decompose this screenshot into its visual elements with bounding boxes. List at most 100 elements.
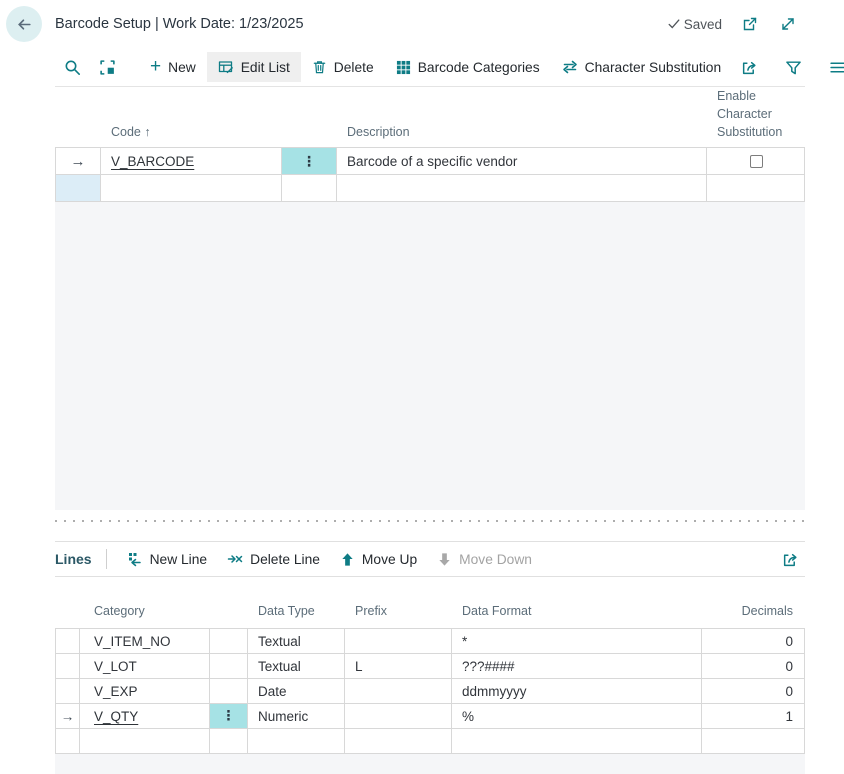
active-row-indicator[interactable]: →: [56, 704, 80, 728]
analyze-button[interactable]: [97, 57, 118, 78]
delete-line-button[interactable]: Delete Line: [217, 544, 330, 574]
barcode-categories-label: Barcode Categories: [417, 59, 540, 75]
description-cell[interactable]: Barcode of a specific vendor: [337, 148, 707, 174]
save-status-label: Saved: [683, 16, 722, 32]
new-line-icon: [127, 551, 143, 567]
move-down-icon: [437, 552, 452, 567]
edit-list-button[interactable]: Edit List: [206, 52, 301, 82]
data-format-cell-empty[interactable]: [452, 729, 702, 753]
row-selector[interactable]: [56, 629, 80, 653]
row-options-button[interactable]: ⋮: [210, 704, 248, 728]
decimals-cell[interactable]: 0: [785, 658, 793, 674]
data-type-cell-empty[interactable]: [248, 729, 345, 753]
search-button[interactable]: [62, 57, 83, 78]
enable-character-substitution-column-header[interactable]: Enable Character Substitution: [717, 89, 783, 140]
active-row-indicator[interactable]: →: [56, 148, 101, 174]
barcode-setup-list: Code ↑ Description Enable Character Subs…: [55, 87, 805, 510]
open-in-new-window-button[interactable]: [740, 14, 760, 34]
move-down-button[interactable]: Move Down: [427, 544, 542, 574]
choose-columns-button[interactable]: [827, 57, 844, 78]
description-cell-empty[interactable]: [337, 175, 707, 201]
prefix-column-header[interactable]: Prefix: [355, 603, 387, 618]
lines-share-button[interactable]: [780, 549, 801, 570]
data-format-cell[interactable]: ddmmyyyy: [452, 679, 702, 703]
decimals-cell[interactable]: 0: [785, 633, 793, 649]
sort-ascending-icon: ↑: [144, 125, 151, 140]
table-row: → V_BARCODE ⋮ Barcode of a specific vend…: [56, 148, 804, 175]
data-type-cell[interactable]: Textual: [248, 629, 345, 653]
plus-icon: +: [150, 56, 162, 77]
data-format-cell[interactable]: %: [452, 704, 702, 728]
character-substitution-button[interactable]: Character Substitution: [551, 52, 733, 82]
row-options[interactable]: [210, 629, 248, 653]
line-row: V_LOT Textual L ???#### 0: [56, 654, 804, 679]
data-format-cell[interactable]: *: [452, 629, 702, 653]
new-button[interactable]: + New: [139, 52, 207, 82]
code-cell[interactable]: V_BARCODE: [101, 148, 282, 174]
appbar-right: Saved: [667, 14, 798, 34]
description-column-header[interactable]: Description: [347, 125, 410, 140]
category-cell[interactable]: V_EXP: [80, 679, 210, 703]
analyze-icon: [99, 59, 116, 76]
move-up-button[interactable]: Move Up: [330, 544, 427, 574]
expand-icon: [780, 16, 796, 32]
decimals-cell-empty[interactable]: [702, 729, 805, 753]
row-options[interactable]: [210, 654, 248, 678]
data-type-cell[interactable]: Textual: [248, 654, 345, 678]
row-options[interactable]: [210, 679, 248, 703]
category-cell[interactable]: V_ITEM_NO: [80, 629, 210, 653]
action-toolbar: + New Edit List Delete: [55, 48, 844, 87]
data-type-cell[interactable]: Date: [248, 679, 345, 703]
ellipsis-icon: ⋮: [302, 152, 316, 169]
decimals-cell[interactable]: 0: [785, 683, 793, 699]
row-selector[interactable]: [56, 729, 80, 753]
code-cell-empty[interactable]: [101, 175, 282, 201]
delete-button[interactable]: Delete: [301, 52, 385, 82]
category-cell[interactable]: V_QTY: [80, 704, 210, 728]
prefix-cell[interactable]: [345, 704, 452, 728]
line-row: V_ITEM_NO Textual * 0: [56, 629, 804, 654]
prefix-cell[interactable]: [345, 679, 452, 703]
decimals-column-header[interactable]: Decimals: [741, 603, 793, 618]
enable-character-substitution-checkbox[interactable]: [749, 154, 763, 168]
back-button[interactable]: [6, 6, 42, 42]
row-options[interactable]: [210, 729, 248, 753]
row-selector[interactable]: [56, 679, 80, 703]
new-line-button[interactable]: New Line: [117, 544, 218, 574]
page-title: Barcode Setup | Work Date: 1/23/2025: [55, 16, 304, 32]
line-row-active: → V_QTY ⋮ Numeric % 1: [56, 704, 804, 729]
category-cell-empty[interactable]: [80, 729, 210, 753]
search-icon: [64, 59, 81, 76]
delete-line-icon: [227, 551, 243, 567]
prefix-cell[interactable]: L: [345, 654, 452, 678]
prefix-cell[interactable]: [345, 629, 452, 653]
move-up-icon: [340, 552, 355, 567]
data-format-column-header[interactable]: Data Format: [462, 603, 532, 618]
lines-part-header: Lines New Line Delete Line: [55, 541, 805, 577]
filter-button[interactable]: [783, 57, 804, 78]
open-in-new-window-icon: [742, 16, 758, 32]
lines-table-body: V_ITEM_NO Textual * 0 V_LOT Textual L ??…: [55, 628, 805, 754]
data-type-column-header[interactable]: Data Type: [258, 603, 315, 618]
delete-line-label: Delete Line: [250, 551, 320, 567]
expand-page-button[interactable]: [778, 14, 798, 34]
splitter-handle[interactable]: [55, 520, 805, 523]
row-selector[interactable]: [56, 175, 101, 201]
code-column-header[interactable]: Code ↑: [111, 125, 151, 140]
data-format-cell[interactable]: ???####: [452, 654, 702, 678]
decimals-cell[interactable]: 1: [785, 708, 793, 724]
barcode-categories-button[interactable]: Barcode Categories: [385, 52, 551, 82]
new-label: New: [168, 59, 196, 75]
data-type-cell[interactable]: Numeric: [248, 704, 345, 728]
row-selector[interactable]: [56, 654, 80, 678]
setup-table-header: Code ↑ Description Enable Character Subs…: [55, 87, 805, 147]
row-options-empty[interactable]: [282, 175, 337, 201]
category-column-header[interactable]: Category: [94, 603, 145, 618]
prefix-cell-empty[interactable]: [345, 729, 452, 753]
category-cell[interactable]: V_LOT: [80, 654, 210, 678]
row-options-button[interactable]: ⋮: [282, 148, 337, 174]
share-button[interactable]: [739, 57, 760, 78]
share-icon: [782, 551, 799, 568]
enable-cell-empty: [707, 175, 805, 201]
grid-apps-icon: [396, 60, 411, 75]
